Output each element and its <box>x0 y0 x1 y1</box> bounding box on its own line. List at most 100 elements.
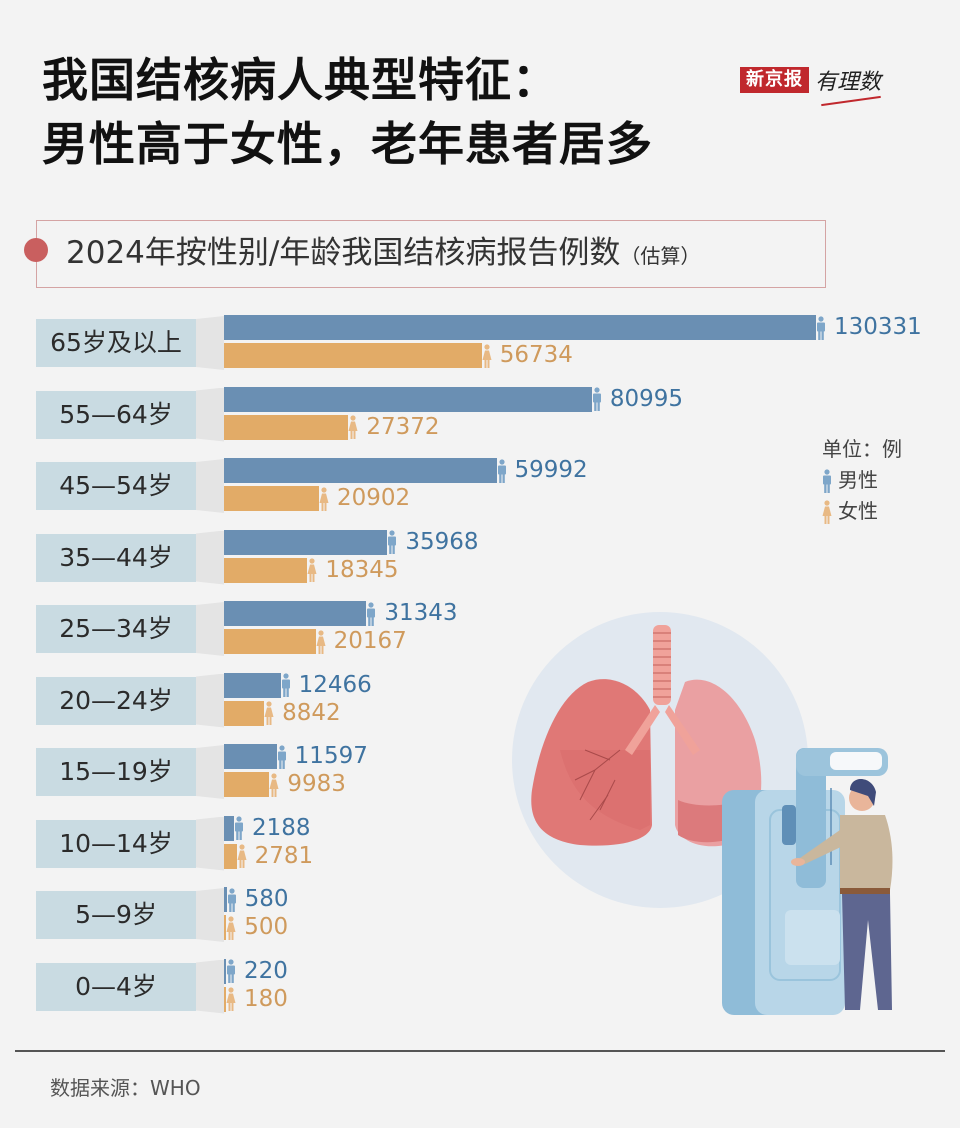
male-value-text: 2188 <box>251 814 311 841</box>
female-value: 500 <box>226 915 288 940</box>
chart-row: 0—4岁 220 180 <box>0 957 960 1017</box>
chart-row: 65岁及以上 130331 56734 <box>0 314 960 373</box>
male-value-text: 80995 <box>609 385 684 412</box>
male-value: 35968 <box>387 529 479 555</box>
female-figure-icon <box>226 915 236 940</box>
female-value-text: 500 <box>244 914 289 940</box>
male-bar <box>224 958 226 984</box>
male-value: 31343 <box>366 601 458 626</box>
row-connector <box>196 459 224 513</box>
chart-row: 45—54岁 59992 20902 <box>0 458 960 516</box>
female-value: 9983 <box>269 772 346 797</box>
male-figure-icon <box>592 387 601 411</box>
female-figure-icon <box>348 415 358 439</box>
male-value: 220 <box>226 957 288 984</box>
chart-row: 35—44岁 35968 18345 <box>0 529 960 588</box>
female-figure-icon <box>316 629 326 654</box>
female-bar <box>224 915 227 940</box>
female-value: 56734 <box>482 343 573 368</box>
male-value-text: 12466 <box>298 671 372 698</box>
female-value-text: 27372 <box>366 413 440 440</box>
male-bar <box>224 744 277 769</box>
row-connector <box>196 602 224 656</box>
row-connector <box>196 387 224 442</box>
title-line-1: 我国结核病人典型特征： <box>42 53 559 107</box>
male-value-text: 11597 <box>294 743 368 769</box>
male-bar <box>224 529 388 555</box>
female-value: 18345 <box>307 557 399 583</box>
male-figure-icon <box>823 468 831 493</box>
legend-label-male: 男性 <box>838 468 878 492</box>
age-group-label: 65岁及以上 <box>36 319 196 367</box>
row-connector <box>196 888 224 942</box>
male-bar <box>224 601 367 626</box>
age-group-label: 20—24岁 <box>36 676 196 725</box>
row-connector <box>196 816 224 871</box>
male-figure-icon <box>227 959 235 983</box>
female-figure-icon <box>307 558 317 582</box>
age-group-label: 5—9岁 <box>36 891 196 939</box>
male-figure-icon <box>367 601 376 626</box>
female-value: 180 <box>226 986 288 1012</box>
female-bar <box>224 557 308 583</box>
row-connector <box>196 316 224 370</box>
male-figure-icon <box>497 458 506 483</box>
female-figure-icon <box>226 987 236 1011</box>
female-figure-icon <box>237 844 247 868</box>
female-value: 20902 <box>319 486 410 511</box>
brand-name: 新京报 <box>740 67 809 93</box>
legend-item-male: 男性 <box>822 465 902 496</box>
male-value-text: 130331 <box>834 314 922 340</box>
female-bar <box>224 700 265 726</box>
male-bar <box>224 315 816 340</box>
male-bar <box>224 386 592 412</box>
male-value: 2188 <box>234 814 311 841</box>
female-bar <box>224 843 237 869</box>
female-value-text: 8842 <box>282 699 341 726</box>
female-value: 27372 <box>348 413 440 440</box>
row-connector <box>196 673 224 728</box>
data-source: 数据来源：WHO <box>50 1076 201 1100</box>
female-value: 8842 <box>264 699 341 726</box>
age-group-label: 15—19岁 <box>36 748 196 796</box>
male-value: 12466 <box>281 671 372 698</box>
male-figure-icon <box>277 744 286 769</box>
chart-row: 55—64岁 80995 27372 <box>0 385 960 445</box>
male-value: 11597 <box>277 744 368 769</box>
male-value-text: 580 <box>244 886 289 912</box>
age-group-label: 55—64岁 <box>36 390 196 439</box>
age-group-label: 45—54岁 <box>36 462 196 510</box>
male-value: 80995 <box>592 385 684 412</box>
lungs-icon <box>531 625 762 847</box>
legend-item-female: 女性 <box>822 496 902 527</box>
male-value-text: 220 <box>244 957 288 984</box>
male-figure-icon <box>234 816 243 840</box>
female-bar <box>224 486 319 511</box>
female-value: 20167 <box>316 629 407 654</box>
title-line-2: 男性高于女性，老年患者居多 <box>42 117 653 171</box>
age-group-label: 0—4岁 <box>36 962 196 1011</box>
female-value-text: 2781 <box>254 842 314 869</box>
male-figure-icon <box>817 315 825 340</box>
person-icon <box>791 778 893 1010</box>
page-title: 我国结核病人典型特征： 男性高于女性，老年患者居多 <box>42 48 653 176</box>
female-bar <box>224 629 316 654</box>
female-figure-icon <box>269 772 279 797</box>
female-bar <box>224 772 270 797</box>
female-bar <box>224 343 482 368</box>
legend-unit: 单位：例 <box>822 437 902 461</box>
subtitle-note: （估算） <box>620 244 701 268</box>
chart-subtitle: 2024年按性别/年龄我国结核病报告例数（估算） <box>66 229 700 280</box>
female-figure-icon <box>822 499 832 524</box>
male-value: 580 <box>227 887 289 912</box>
male-bar <box>224 672 281 698</box>
male-figure-icon <box>388 530 397 554</box>
female-bar <box>224 414 349 440</box>
legend: 单位：例 男性 女性 <box>822 434 902 527</box>
female-figure-icon <box>482 343 492 368</box>
female-value: 2781 <box>237 842 314 869</box>
chart-row: 15—19岁 11597 9983 <box>0 744 960 802</box>
brand-logo: 新京报 有理数 <box>740 64 881 107</box>
age-group-label: 10—14岁 <box>36 819 196 868</box>
male-value: 59992 <box>497 458 588 483</box>
